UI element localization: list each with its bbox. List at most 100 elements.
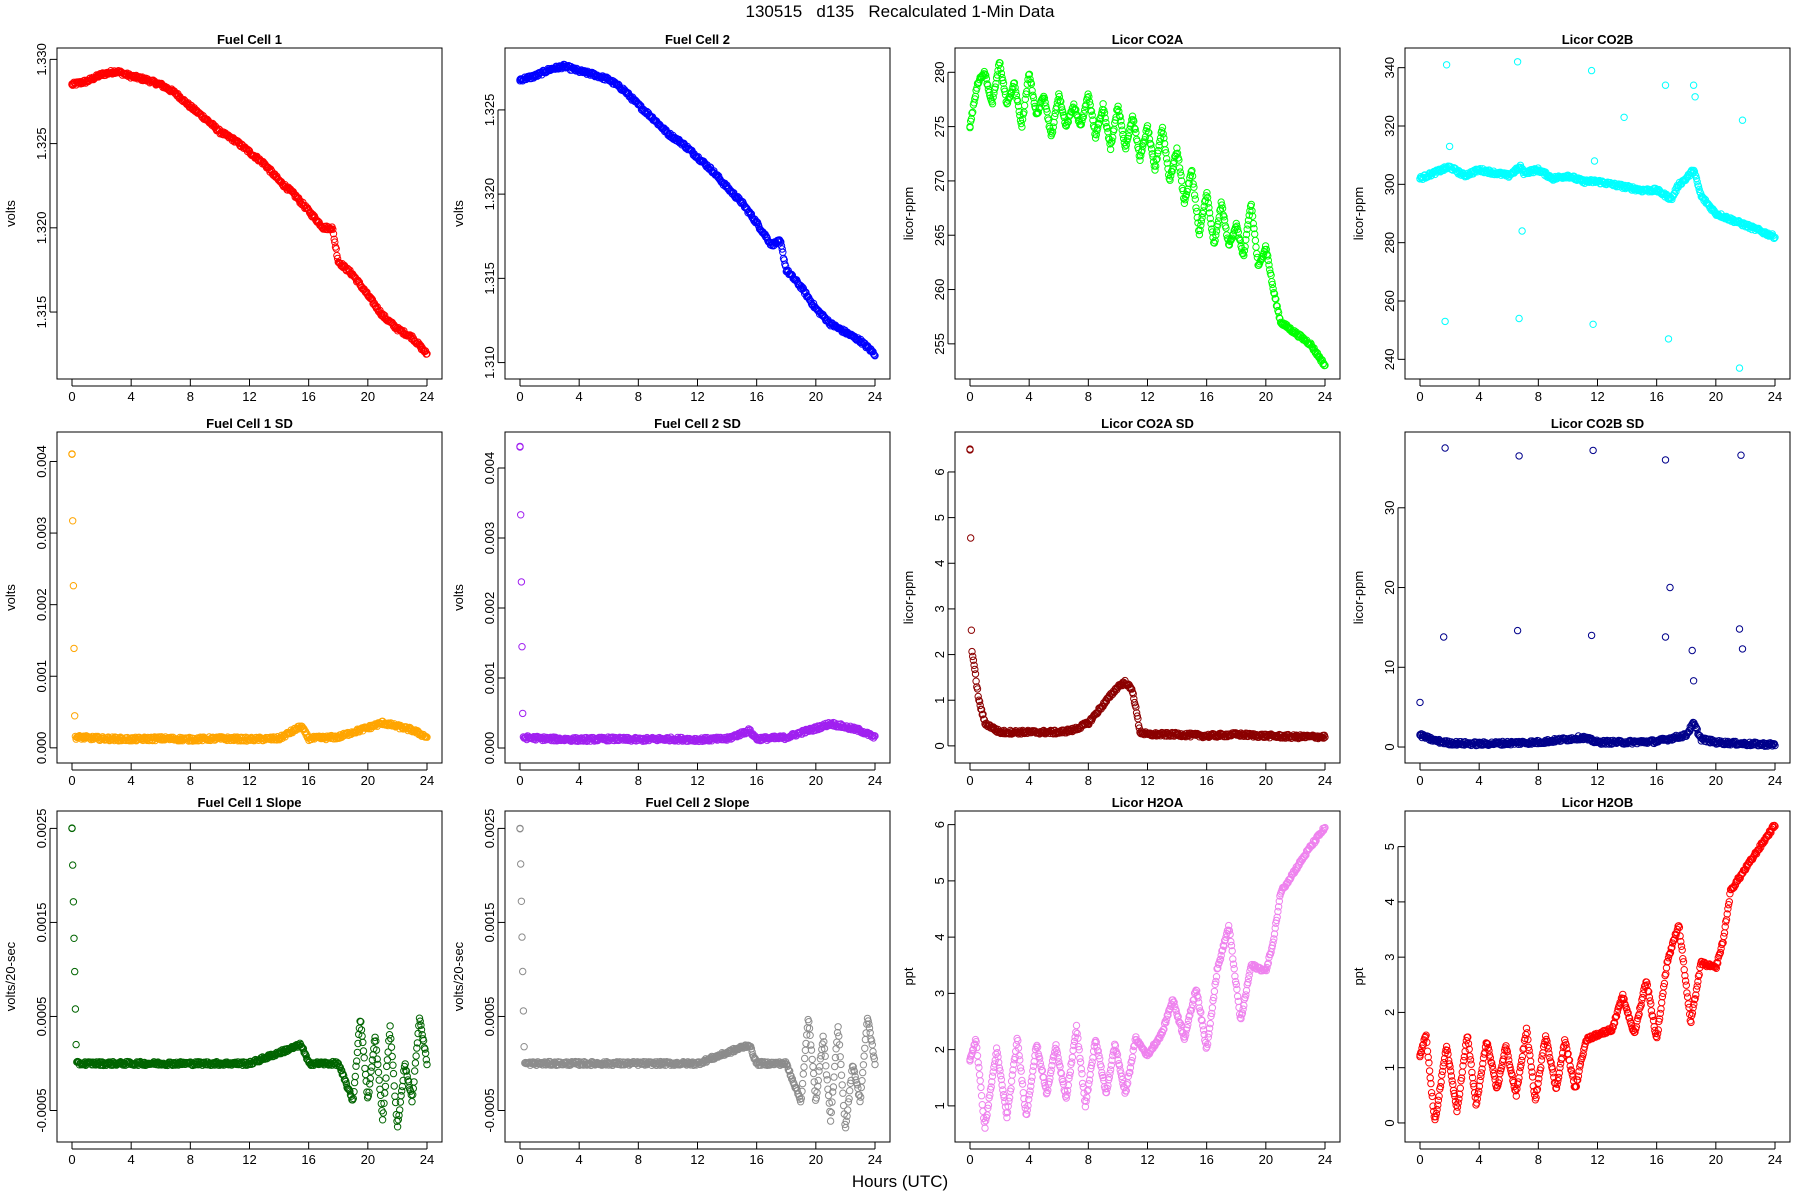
data-point — [1204, 199, 1213, 207]
x-tick-label: 8 — [1535, 389, 1542, 404]
data-point — [1177, 171, 1185, 180]
data-point — [1670, 190, 1679, 198]
chart-title: Fuel Cell 2 SD — [654, 416, 741, 431]
data-point — [1154, 146, 1163, 155]
data-point — [1250, 224, 1258, 233]
data-point — [359, 1047, 368, 1055]
data-point — [967, 115, 976, 123]
data-point — [350, 1088, 358, 1096]
data-point — [997, 64, 1005, 73]
data-point — [408, 1098, 416, 1106]
data-point — [971, 665, 979, 674]
data-point — [1049, 123, 1058, 131]
x-tick-label: 24 — [1318, 389, 1332, 404]
data-point — [1248, 212, 1257, 220]
data-point — [966, 122, 974, 131]
data-point — [69, 517, 77, 525]
x-tick-label: 24 — [868, 389, 882, 404]
data-point — [423, 350, 431, 358]
x-tick-label: 16 — [1649, 773, 1663, 788]
data-point — [1515, 452, 1523, 460]
chart-title: Licor CO2B — [1562, 32, 1634, 47]
data-point — [372, 1046, 381, 1054]
data-point — [1147, 141, 1155, 149]
data-point — [1771, 741, 1779, 750]
data-point — [977, 705, 986, 714]
data-point — [1269, 285, 1277, 293]
data-point — [985, 88, 993, 97]
data-point — [1244, 221, 1252, 229]
data-point — [967, 626, 976, 634]
data-point — [1162, 155, 1171, 163]
data-point — [1115, 112, 1124, 120]
data-points — [966, 445, 1329, 743]
data-point — [334, 1059, 342, 1068]
y-tick-label: 20 — [1382, 580, 1397, 594]
data-point — [368, 1056, 377, 1064]
data-point — [776, 237, 784, 245]
data-point — [967, 534, 975, 542]
data-point — [1589, 320, 1597, 328]
chart-title: Licor CO2A SD — [1101, 416, 1194, 431]
data-point — [1168, 167, 1176, 176]
data-points — [68, 67, 431, 358]
x-tick-label: 20 — [1709, 389, 1723, 404]
data-point — [1160, 134, 1168, 142]
data-point — [1059, 108, 1067, 116]
data-point — [1041, 98, 1049, 107]
data-point — [989, 93, 997, 101]
data-point — [1448, 165, 1456, 173]
data-point — [1089, 116, 1097, 124]
data-point — [398, 723, 406, 732]
data-point — [423, 733, 431, 741]
data-point — [1126, 125, 1134, 133]
data-point — [1441, 444, 1449, 452]
data-point — [1096, 115, 1104, 123]
data-point — [1167, 172, 1175, 180]
y-tick-label: 1.325 — [34, 127, 49, 160]
x-tick-label: 0 — [68, 1152, 75, 1167]
data-point — [1190, 183, 1198, 191]
data-point — [1108, 137, 1116, 145]
data-point — [1261, 242, 1270, 250]
data-point — [1202, 192, 1210, 200]
data-point — [966, 445, 974, 453]
x-tick-label: 20 — [1259, 773, 1273, 788]
x-tick-label: 16 — [1199, 773, 1213, 788]
data-point — [391, 1092, 399, 1100]
data-point — [1214, 220, 1222, 229]
data-point — [1025, 71, 1033, 79]
data-point — [1220, 213, 1228, 221]
data-point — [372, 1037, 380, 1045]
data-point — [381, 1082, 390, 1091]
data-point — [869, 350, 878, 358]
data-point — [1240, 251, 1248, 260]
data-point — [373, 1055, 381, 1063]
data-point — [1688, 646, 1696, 655]
data-point — [1770, 234, 1779, 243]
x-tick-label: 8 — [635, 389, 642, 404]
data-point — [1029, 93, 1038, 102]
data-point — [1689, 677, 1698, 685]
x-tick-label: 12 — [1140, 389, 1154, 404]
x-tick-label: 20 — [1259, 389, 1273, 404]
x-tick-label: 12 — [1590, 389, 1604, 404]
y-tick-label: 10 — [1382, 660, 1397, 674]
data-point — [991, 83, 999, 91]
data-point — [1198, 214, 1206, 222]
data-point — [1587, 631, 1596, 640]
data-point — [416, 1017, 424, 1025]
data-point — [383, 1062, 391, 1071]
data-points — [68, 450, 431, 745]
data-point — [391, 1098, 400, 1107]
data-point — [1189, 180, 1197, 188]
x-tick-label: 8 — [1535, 773, 1542, 788]
data-point — [1148, 150, 1157, 158]
data-point — [378, 1116, 387, 1124]
data-point — [1664, 335, 1673, 343]
data-point — [1620, 113, 1628, 122]
data-point — [1321, 733, 1329, 741]
data-point — [1147, 145, 1156, 153]
y-tick-label: 1.320 — [482, 178, 497, 211]
data-point — [777, 238, 785, 246]
